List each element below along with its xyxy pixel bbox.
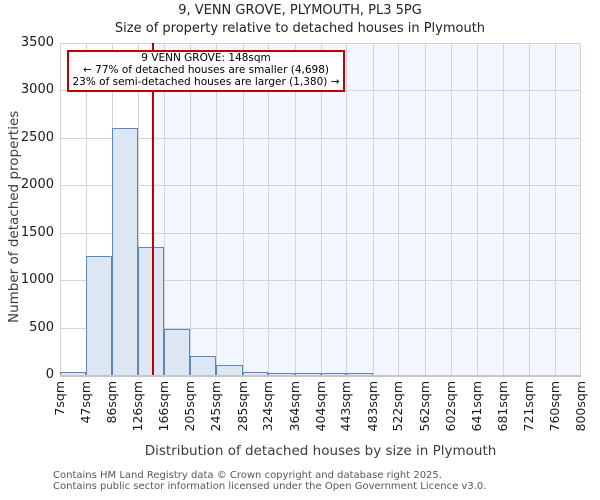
h-gridline bbox=[60, 185, 581, 187]
footer-copyright: Contains HM Land Registry data © Crown c… bbox=[53, 470, 442, 481]
h-gridline bbox=[60, 232, 581, 234]
histogram-bar bbox=[268, 373, 295, 375]
property-size-marker-line bbox=[151, 43, 154, 375]
y-tick-label: 1000 bbox=[20, 272, 54, 288]
h-gridline bbox=[60, 327, 581, 329]
x-tick-label: 602sqm bbox=[442, 381, 458, 432]
annotation-property-size: 9 VENN GROVE: 148sqm bbox=[141, 52, 271, 64]
y-tick-label: 2000 bbox=[20, 177, 54, 193]
x-tick-label: 522sqm bbox=[390, 381, 406, 432]
x-tick-label: 800sqm bbox=[573, 381, 588, 432]
v-gridline bbox=[268, 43, 270, 375]
chart-title: 9, VENN GROVE, PLYMOUTH, PL3 5PG bbox=[178, 3, 422, 18]
x-tick-label: 166sqm bbox=[156, 381, 172, 432]
histogram-bar bbox=[242, 372, 269, 375]
property-annotation-box: 9 VENN GROVE: 148sqm ← 77% of detached h… bbox=[67, 50, 345, 93]
histogram-bar bbox=[86, 256, 112, 375]
x-tick-label: 7sqm bbox=[52, 381, 67, 416]
v-gridline bbox=[529, 43, 531, 375]
annotation-larger-stat: 23% of semi-detached houses are larger (… bbox=[72, 75, 340, 88]
v-gridline bbox=[216, 43, 218, 375]
x-tick-label: 641sqm bbox=[468, 381, 484, 432]
v-gridline bbox=[346, 43, 348, 375]
x-tick-label: 760sqm bbox=[546, 381, 562, 432]
v-gridline bbox=[242, 43, 244, 375]
histogram-bar bbox=[216, 365, 243, 375]
x-tick-label: 404sqm bbox=[312, 381, 328, 432]
x-tick-label: 324sqm bbox=[260, 381, 276, 432]
x-tick-label: 285sqm bbox=[234, 381, 250, 432]
footer-licence: Contains public sector information licen… bbox=[53, 481, 487, 492]
annotation-smaller-stat: ← 77% of detached houses are smaller (4,… bbox=[83, 63, 329, 76]
v-gridline bbox=[320, 43, 322, 375]
x-tick-label: 205sqm bbox=[182, 381, 198, 432]
v-gridline bbox=[164, 43, 166, 375]
v-gridline bbox=[190, 43, 192, 375]
y-tick-label: 2500 bbox=[20, 129, 54, 145]
x-tick-label: 47sqm bbox=[78, 381, 94, 424]
v-gridline bbox=[450, 43, 452, 375]
h-gridline bbox=[60, 137, 581, 139]
h-gridline bbox=[60, 43, 581, 44]
v-gridline bbox=[398, 43, 400, 375]
x-tick-label: 364sqm bbox=[286, 381, 302, 432]
x-axis-label: Distribution of detached houses by size … bbox=[144, 443, 497, 459]
histogram-bar bbox=[111, 128, 139, 375]
y-tick-label: 0 bbox=[45, 367, 54, 382]
histogram-bar bbox=[138, 246, 165, 375]
histogram-bar bbox=[320, 373, 347, 375]
x-tick-label: 126sqm bbox=[130, 381, 146, 432]
y-tick-label: 3000 bbox=[20, 82, 54, 98]
x-tick-label: 721sqm bbox=[521, 381, 537, 432]
x-tick-label: 86sqm bbox=[103, 381, 119, 424]
x-tick-label: 562sqm bbox=[416, 381, 432, 432]
v-gridline bbox=[60, 43, 61, 375]
y-tick-label: 1500 bbox=[20, 224, 54, 240]
v-gridline bbox=[502, 43, 504, 375]
x-tick-label: 681sqm bbox=[494, 381, 510, 432]
shaded-larger-region bbox=[152, 43, 581, 375]
v-gridline bbox=[554, 43, 556, 375]
histogram-bar bbox=[346, 373, 373, 375]
y-tick-label: 500 bbox=[29, 319, 54, 335]
chart-subtitle: Size of property relative to detached ho… bbox=[114, 21, 486, 36]
y-tick-label: 3500 bbox=[20, 35, 54, 50]
plot-area bbox=[60, 43, 581, 377]
v-gridline bbox=[580, 43, 581, 375]
x-tick-label: 245sqm bbox=[208, 381, 224, 432]
histogram-bar bbox=[164, 329, 191, 375]
v-gridline bbox=[294, 43, 296, 375]
x-axis-line bbox=[60, 375, 581, 377]
histogram-bar bbox=[190, 356, 217, 375]
histogram-bar bbox=[60, 372, 87, 375]
v-gridline bbox=[138, 43, 140, 375]
v-gridline bbox=[476, 43, 478, 375]
x-tick-label: 483sqm bbox=[364, 381, 380, 432]
v-gridline bbox=[86, 43, 88, 375]
x-tick-label: 443sqm bbox=[338, 381, 354, 432]
v-gridline bbox=[424, 43, 426, 375]
histogram-bar bbox=[294, 373, 321, 375]
v-gridline bbox=[372, 43, 374, 375]
h-gridline bbox=[60, 280, 581, 282]
